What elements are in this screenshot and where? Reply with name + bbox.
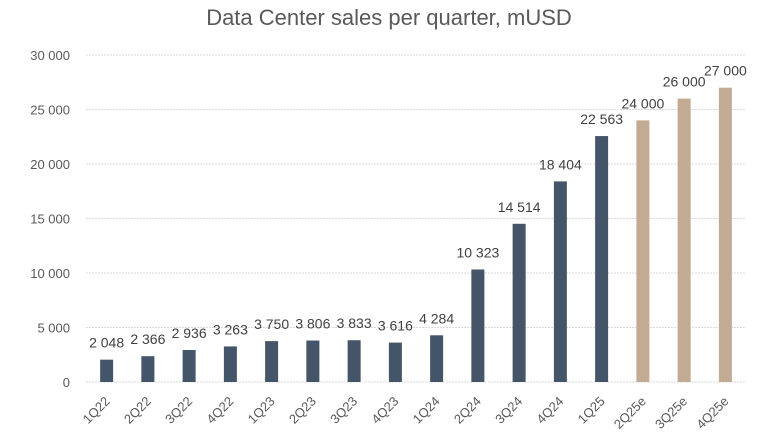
bar	[347, 340, 361, 382]
bar	[595, 136, 609, 382]
bar	[100, 359, 114, 382]
data-label: 22 563	[580, 111, 623, 127]
y-tick-label: 25 000	[30, 103, 70, 118]
x-tick-label: 3Q23	[327, 394, 360, 427]
x-tick-label: 1Q25	[575, 394, 608, 427]
data-labels: 2 048 2 366 2 936 3 263 3 750 3 806 3 833 3 616…	[89, 63, 747, 351]
y-tick-label: 30 000	[30, 48, 70, 63]
data-label: 18 404	[539, 156, 582, 172]
y-tick-label: 15 000	[30, 212, 70, 227]
bar	[182, 349, 196, 382]
x-tick-label: 3Q25e	[652, 394, 690, 432]
x-tick-label: 4Q25e	[693, 394, 731, 432]
bar	[553, 181, 567, 382]
gridlines	[86, 54, 746, 383]
data-label: 4 284	[419, 310, 454, 326]
x-tick-label: 2Q25e	[611, 394, 649, 432]
x-tick-label: 4Q24	[533, 394, 566, 427]
y-tick-label: 20 000	[30, 157, 70, 172]
bar	[306, 340, 320, 382]
y-tick-label: 0	[63, 375, 70, 390]
x-tick-label: 4Q23	[368, 394, 401, 427]
data-label: 3 833	[337, 315, 372, 331]
x-tick-label: 1Q24	[410, 394, 443, 427]
chart-title: Data Center sales per quarter, mUSD	[206, 5, 572, 30]
x-tick-label: 1Q22	[80, 394, 113, 427]
x-tick-label: 4Q22	[203, 394, 236, 427]
x-tick-label: 2Q24	[451, 394, 484, 427]
data-label: 3 616	[378, 318, 413, 334]
data-label: 24 000	[621, 95, 664, 111]
x-tick-label: 2Q22	[121, 394, 154, 427]
bar	[388, 342, 402, 382]
data-label: 27 000	[704, 63, 747, 79]
bar	[718, 87, 732, 382]
x-tick-label: 2Q23	[286, 394, 319, 427]
bar	[265, 341, 279, 382]
bar	[223, 346, 237, 382]
x-tick-label: 1Q23	[245, 394, 278, 427]
bar	[636, 120, 650, 383]
data-label: 3 750	[254, 316, 289, 332]
x-axis-ticks: 1Q22 2Q22 3Q22 4Q22 1Q23 2Q23 3Q23 4Q23 1Q24 2Q24…	[80, 394, 732, 432]
bar	[512, 223, 526, 382]
data-label: 2 048	[89, 335, 124, 351]
data-label: 3 806	[295, 316, 330, 332]
data-label: 26 000	[663, 74, 706, 90]
data-label: 3 263	[213, 321, 248, 337]
data-label: 2 936	[172, 325, 207, 341]
bar	[141, 356, 155, 382]
x-tick-label: 3Q22	[162, 394, 195, 427]
y-tick-label: 10 000	[30, 266, 70, 281]
x-tick-label: 3Q24	[492, 394, 525, 427]
bar	[677, 98, 691, 382]
bar	[430, 335, 444, 382]
bars	[100, 87, 732, 383]
data-label: 14 514	[498, 199, 541, 215]
y-tick-label: 5 000	[37, 321, 70, 336]
bar	[471, 269, 485, 382]
data-label: 10 323	[456, 244, 499, 260]
data-label: 2 366	[130, 331, 165, 347]
y-axis-ticks: 0 5 000 10 000 15 000 20 000 25 000 30 000	[30, 48, 70, 390]
